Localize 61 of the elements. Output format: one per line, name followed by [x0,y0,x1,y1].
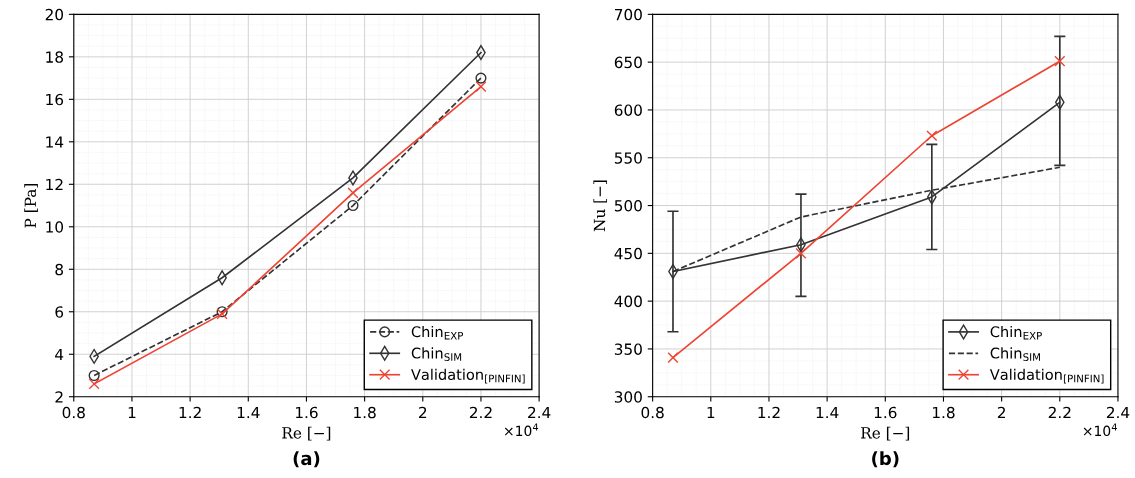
x-tick-label: 0.8 [62,406,85,419]
point [347,187,359,199]
point [1054,55,1066,67]
y-tick-label: 600 [614,104,642,116]
y-tick-label: 18 [46,51,64,63]
y-tick-label: 6 [55,306,64,318]
x-tick-label: 1.2 [179,406,201,419]
x-axis-title: Re [−] [282,426,331,441]
x-tick-label: 1.8 [933,406,955,419]
y-tick-label: 550 [614,152,642,164]
y-tick-label: 500 [614,200,642,212]
y-tick-label: 650 [614,56,642,69]
x-tick-label: 2 [419,406,427,419]
legend-label: Validation$_{[PINFIN]}$ [989,368,1104,384]
point [475,81,487,93]
y-tick-label: 8 [55,263,64,276]
x-tick-label: 2.2 [1048,406,1071,419]
y-tick-label: 2 [55,391,63,403]
y-tick-label: 10 [46,221,64,233]
text: (a) [293,451,320,468]
x-axis-title: Re [−] [861,426,910,441]
legend-label: Chin$_{EXP}$ [990,325,1042,340]
x-tick-label: 0.8 [641,406,664,419]
x-tick-label: 1.4 [816,406,839,419]
point [88,378,100,390]
legend-label: Chin$_{SIM}$ [990,347,1040,361]
y-tick-label: 14 [46,136,64,148]
legend-label: Chin$_{EXP}$ [411,325,464,340]
y-tick-label: 20 [45,8,64,21]
x-tick-label: 2.2 [469,406,492,419]
legend-label: Chin$_{SIM}$ [411,347,462,361]
point [795,247,807,259]
point [347,199,359,212]
y-tick-label: 4 [55,348,64,361]
x-tick-label: 1.4 [237,406,260,419]
x-tick-label: 1.8 [354,406,376,419]
point [475,72,487,84]
x-tick-label: 1.6 [295,406,318,419]
y-tick-label: 700 [614,8,642,21]
y-tick-label: 16 [46,93,64,106]
text: ×10$^{4}$ [504,423,539,437]
x-tick-label: 1 [128,406,136,419]
x-tick-label: 1.2 [758,406,780,419]
y-axis-title: P [Pa] [24,183,38,228]
x-tick-label: 1 [707,406,715,419]
y-tick-label: 300 [614,391,642,403]
y-tick-label: 350 [614,343,642,355]
text: ×10$^{4}$ [1083,423,1117,437]
text: (b) [872,451,899,468]
y-axis-title: Nu [−] [593,180,608,232]
x-tick-label: 2 [997,406,1005,419]
x-tick-label: 2.4 [1106,406,1130,419]
point [926,130,938,142]
point [667,351,679,364]
x-tick-label: 1.6 [874,406,897,419]
legend-label: Validation$_{[PINFIN]}$ [411,368,525,384]
x-tick-label: 2.4 [528,406,551,419]
y-tick-label: 450 [614,247,642,260]
y-tick-label: 400 [614,295,642,308]
point [88,369,100,382]
y-tick-label: 12 [46,178,63,191]
